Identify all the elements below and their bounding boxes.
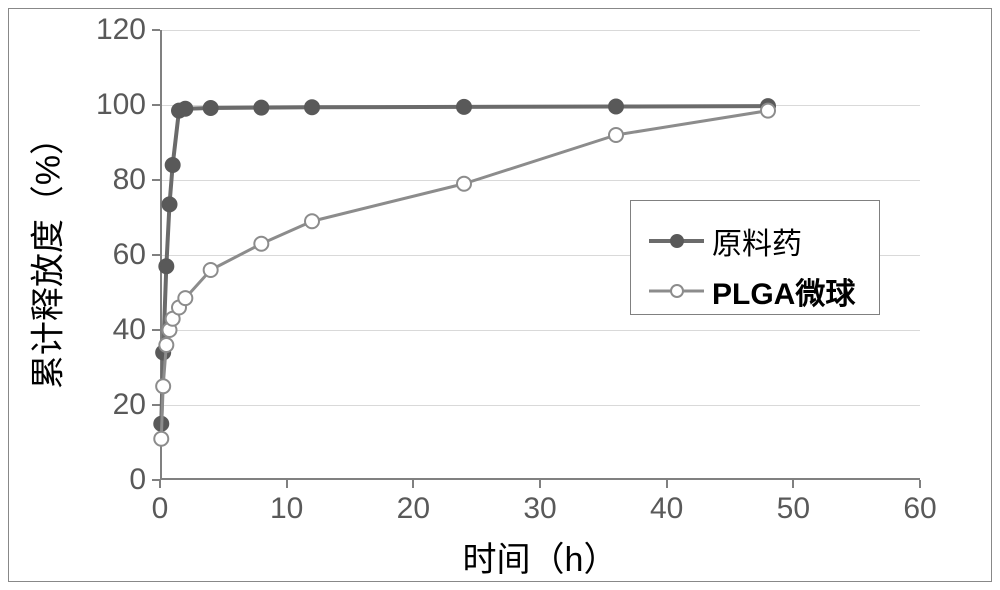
legend-swatch: [649, 232, 704, 250]
x-tick: [286, 480, 288, 488]
series-marker-原料药: [609, 100, 623, 114]
x-tick: [539, 480, 541, 488]
y-tick-label: 40: [113, 313, 146, 347]
y-axis-title: 累计释放度（%）: [21, 121, 70, 389]
x-tick-label: 30: [523, 492, 556, 526]
y-tick: [152, 254, 160, 256]
series-marker-PLGA微球: [305, 214, 319, 228]
series-marker-原料药: [204, 101, 218, 115]
y-tick-label: 60: [113, 238, 146, 272]
x-tick-label: 0: [152, 492, 169, 526]
x-axis-title: 时间（h）: [463, 532, 618, 581]
series-marker-PLGA微球: [457, 177, 471, 191]
y-tick: [152, 329, 160, 331]
x-tick-label: 40: [650, 492, 683, 526]
y-tick-label: 80: [113, 163, 146, 197]
y-tick-label: 20: [113, 388, 146, 422]
series-marker-PLGA微球: [154, 432, 168, 446]
x-tick: [159, 480, 161, 488]
y-tick-label: 120: [96, 13, 146, 47]
series-marker-PLGA微球: [761, 104, 775, 118]
series-marker-原料药: [457, 100, 471, 114]
legend-swatch: [649, 282, 704, 300]
y-tick: [152, 29, 160, 31]
x-tick-label: 50: [777, 492, 810, 526]
x-tick: [792, 480, 794, 488]
legend-label: 原料药: [712, 219, 802, 263]
series-marker-原料药: [305, 100, 319, 114]
legend-item: 原料药: [649, 219, 802, 263]
series-marker-PLGA微球: [156, 379, 170, 393]
x-tick-label: 60: [903, 492, 936, 526]
series-marker-原料药: [178, 102, 192, 116]
y-tick: [152, 104, 160, 106]
series-marker-PLGA微球: [178, 291, 192, 305]
series-marker-原料药: [159, 259, 173, 273]
x-tick-label: 10: [270, 492, 303, 526]
legend-label: PLGA微球: [712, 269, 855, 313]
legend: 原料药 PLGA微球: [630, 200, 880, 315]
x-tick: [919, 480, 921, 488]
x-tick: [412, 480, 414, 488]
series-marker-PLGA微球: [204, 263, 218, 277]
x-tick: [666, 480, 668, 488]
x-tick-label: 20: [397, 492, 430, 526]
series-marker-PLGA微球: [609, 128, 623, 142]
legend-item: PLGA微球: [649, 269, 855, 313]
y-tick-label: 0: [129, 463, 146, 497]
series-marker-原料药: [254, 101, 268, 115]
series-marker-PLGA微球: [159, 338, 173, 352]
y-tick: [152, 179, 160, 181]
series-marker-原料药: [163, 197, 177, 211]
series-marker-PLGA微球: [254, 237, 268, 251]
series-marker-原料药: [166, 158, 180, 172]
y-tick-label: 100: [96, 88, 146, 122]
y-tick: [152, 404, 160, 406]
